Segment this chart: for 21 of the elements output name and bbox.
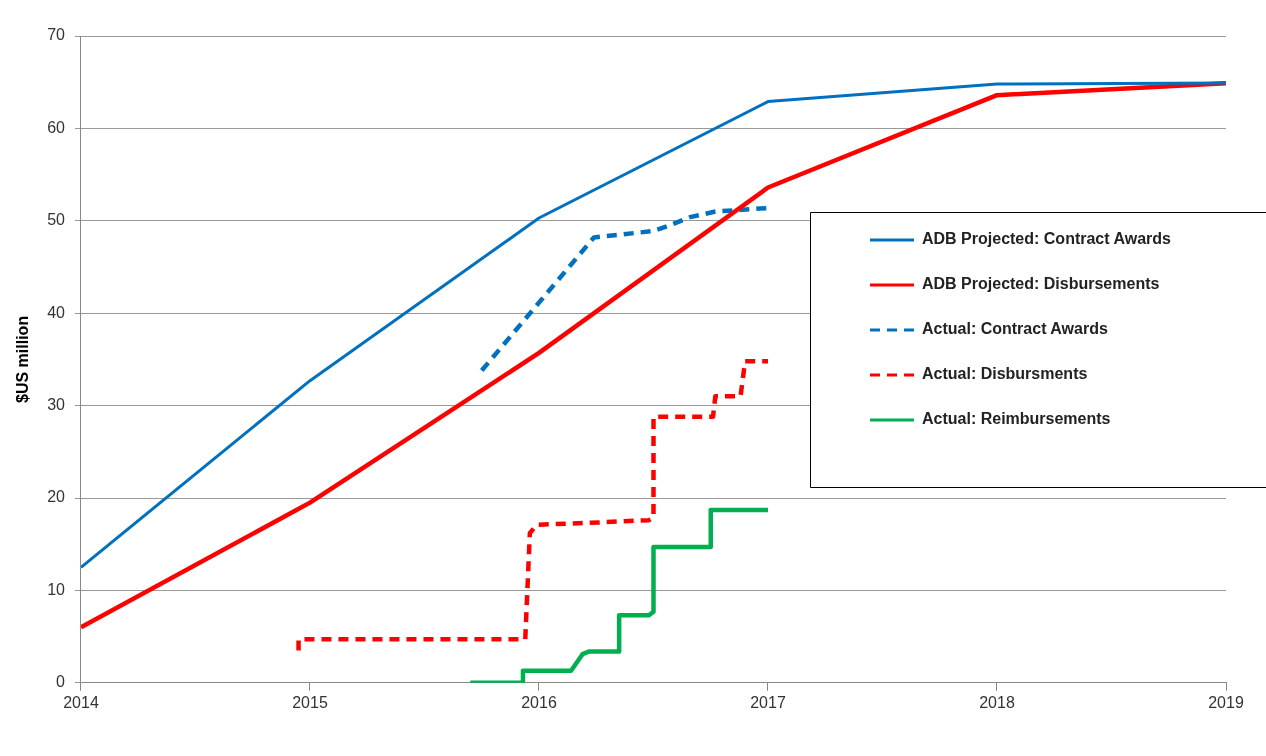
legend-label: ADB Projected: Contract Awards — [922, 230, 1172, 248]
y-tick-label: 70 — [47, 26, 66, 44]
y-tick-label: 10 — [47, 580, 66, 598]
y-axis-title: $US million — [14, 315, 32, 403]
x-tick-label: 2018 — [979, 693, 1015, 711]
y-tick-label: 50 — [47, 211, 66, 229]
x-tick-label: 2014 — [63, 693, 99, 711]
legend-label: Actual: Reimbursements — [922, 410, 1111, 428]
x-tick-label: 2017 — [750, 693, 786, 711]
legend-label: Actual: Disbursments — [922, 365, 1088, 383]
x-tick-label: 2016 — [521, 693, 557, 711]
x-tick-label: 2015 — [292, 693, 328, 711]
y-tick-label: 40 — [47, 303, 66, 321]
legend-label: ADB Projected: Disbursements — [922, 275, 1160, 293]
x-tick-label: 2019 — [1208, 693, 1244, 711]
legend-label: Actual: Contract Awards — [922, 320, 1108, 338]
y-tick-label: 0 — [56, 673, 66, 691]
y-tick-label: 30 — [47, 396, 66, 414]
line-series — [296, 359, 771, 653]
y-tick-label: 60 — [47, 118, 66, 136]
y-tick-label: 20 — [47, 488, 66, 506]
